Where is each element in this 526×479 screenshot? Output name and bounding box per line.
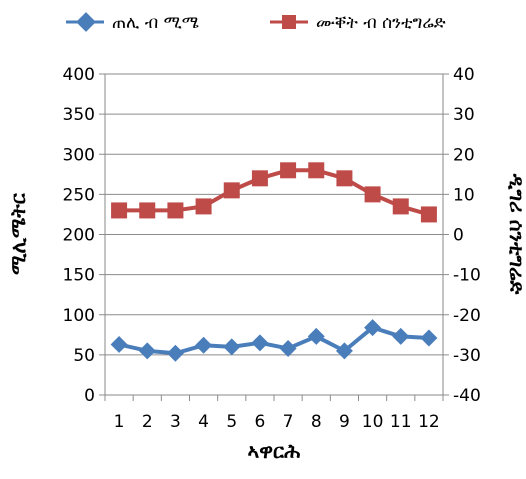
data-point	[111, 202, 128, 219]
left-tick-label: 0	[84, 386, 95, 406]
right-tick-label: -10	[453, 266, 481, 286]
data-point	[364, 319, 382, 337]
data-point	[392, 198, 409, 215]
left-tick-label: 100	[63, 306, 95, 326]
series-line-0	[118, 325, 430, 356]
data-point	[139, 202, 156, 219]
y2-axis-title: ዲግሪ ሰንቲግሬድ	[505, 173, 526, 296]
x-tick-label: 9	[339, 412, 350, 432]
data-point	[166, 344, 184, 362]
data-point	[167, 202, 184, 219]
right-axis: -40 -30 -20 -10 0 10 20 30 40	[443, 65, 481, 406]
x-tick-label: 3	[170, 412, 181, 432]
y-axis-title: ሚሊሜትር	[6, 192, 30, 275]
x-axis-title: ኣዋርሕ	[248, 439, 301, 463]
left-axis: 0 50 100 150 200 250 300 350 400	[63, 65, 105, 406]
series-line-1	[119, 168, 430, 217]
data-point	[251, 170, 268, 187]
data-point	[251, 334, 269, 352]
x-tick-label: 1	[114, 412, 125, 432]
series-layer	[110, 162, 438, 362]
left-tick-label: 400	[63, 65, 95, 85]
x-axis: 1 2 3 4 5 6 7 8 9 10 11 12	[104, 395, 444, 432]
right-tick-label: -20	[453, 306, 481, 326]
data-point	[280, 162, 297, 179]
legend-label-temperature: ሙቐት ብ ሰንቲግሬድ	[316, 13, 446, 33]
x-tick-label: 5	[226, 412, 237, 432]
right-tick-label: 40	[453, 65, 475, 85]
right-tick-label: -30	[453, 346, 481, 366]
x-tick-label: 2	[142, 412, 153, 432]
data-point	[392, 327, 410, 345]
x-tick-label: 11	[390, 412, 412, 432]
legend-marker-temperature	[282, 15, 296, 29]
data-point	[223, 182, 240, 199]
data-point	[195, 198, 212, 215]
data-point	[279, 339, 297, 357]
data-point	[364, 186, 381, 203]
x-tick-label: 7	[283, 412, 294, 432]
right-tick-label: 10	[453, 185, 475, 205]
left-tick-label: 150	[63, 266, 95, 286]
right-tick-label: 20	[453, 145, 475, 165]
x-tick-label: 12	[418, 412, 440, 432]
data-point	[335, 342, 353, 360]
data-point	[110, 335, 128, 353]
data-point	[308, 162, 325, 179]
x-tick-label: 10	[362, 412, 384, 432]
legend-label-rainfall: ጠሊ ብ ሚሜ	[112, 13, 199, 33]
x-tick-label: 8	[311, 412, 322, 432]
legend-marker-rainfall	[76, 12, 96, 32]
right-tick-label: -40	[453, 386, 481, 406]
data-point	[138, 342, 156, 360]
data-point	[307, 327, 325, 345]
left-tick-label: 50	[73, 346, 95, 366]
left-tick-label: 250	[63, 185, 95, 205]
right-tick-label: 0	[453, 226, 464, 246]
x-tick-label: 6	[255, 412, 266, 432]
left-tick-label: 350	[63, 105, 95, 125]
left-tick-label: 300	[63, 145, 95, 165]
legend: ጠሊ ብ ሚሜ ሙቐት ብ ሰንቲግሬድ	[66, 12, 446, 33]
left-tick-label: 200	[63, 226, 95, 246]
data-point	[336, 170, 353, 187]
data-point	[223, 338, 241, 356]
data-point	[195, 336, 213, 354]
data-point	[420, 206, 437, 223]
right-tick-label: 30	[453, 105, 475, 125]
x-tick-label: 4	[198, 412, 209, 432]
data-point	[420, 329, 438, 347]
